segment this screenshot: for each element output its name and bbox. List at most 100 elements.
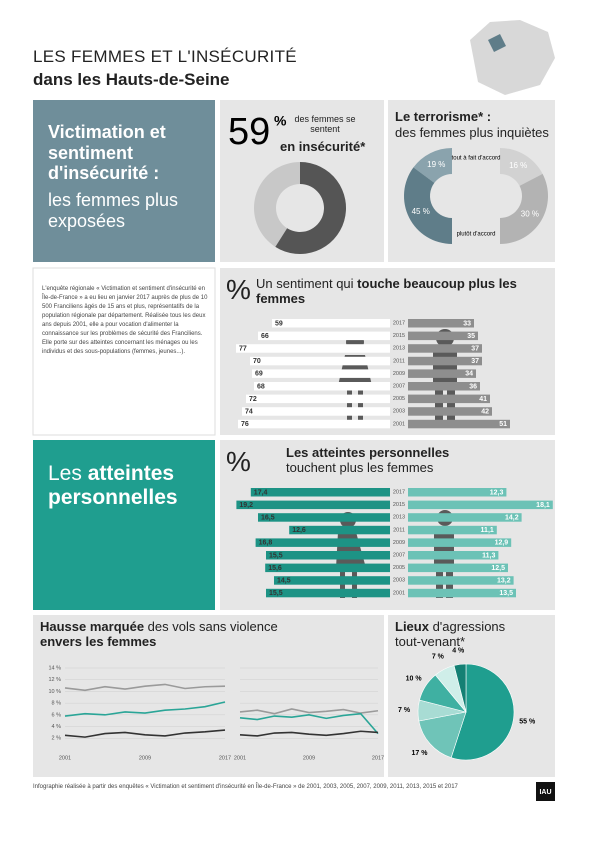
value-label: 14,2 (505, 515, 519, 522)
percent-symbol: % (226, 274, 251, 305)
bar (250, 356, 390, 366)
map-highlight (488, 34, 506, 52)
bar (408, 407, 492, 416)
panel-title-light: Un sentiment qui (256, 276, 358, 291)
value-label: 33 (463, 320, 471, 327)
bar (242, 407, 390, 416)
value-label: 15,5 (269, 552, 283, 559)
panel-subtitle: touchent plus les femmes (286, 460, 434, 475)
bar (255, 538, 390, 547)
value-label: 14,5 (277, 578, 291, 585)
panel-title: tout-venant* (395, 634, 466, 649)
x-tick-label: 2009 (303, 755, 315, 761)
value-label: 15,6 (268, 565, 282, 572)
year-label: 2009 (393, 540, 405, 546)
bar (408, 538, 512, 547)
value-label: 66 (261, 333, 269, 340)
pie-slice (453, 663, 467, 713)
bar (254, 382, 390, 391)
year-label: 2009 (393, 371, 405, 377)
value-label: 11,1 (481, 527, 494, 534)
year-label: 2005 (393, 396, 405, 402)
bar (238, 419, 390, 429)
year-label: 2007 (393, 552, 405, 558)
value-label: 72 (249, 396, 257, 403)
panel-title-bold: touche beaucoup plus les femmes (256, 276, 517, 306)
bar (408, 369, 476, 378)
bar (408, 576, 514, 585)
year-label: 2003 (393, 578, 405, 584)
value-label: 7 % (432, 654, 445, 661)
bar (408, 551, 499, 560)
title: LES FEMMES ET L'INSÉCURITÉ (33, 47, 297, 66)
y-tick-label: 8 % (52, 701, 62, 707)
value-label: 16,8 (259, 540, 273, 547)
y-tick-label: 10 % (48, 689, 61, 695)
value-label: 35 (467, 333, 475, 340)
panel-title: Les atteintes personnelles (286, 445, 450, 460)
value-label: 37 (471, 358, 479, 365)
value-label: 42 (481, 409, 489, 416)
panel-title: Le terrorisme* : (395, 109, 492, 124)
pie-slice (450, 663, 515, 761)
bar (408, 394, 490, 404)
bar (408, 419, 510, 429)
bar (266, 551, 390, 560)
stat-text-bold: en insécurité* (280, 139, 366, 154)
value-label: 77 (239, 346, 247, 353)
bar (408, 319, 474, 328)
subtitle: dans les Hauts-de-Seine (33, 70, 230, 89)
bar (252, 369, 390, 378)
value-label: 4 % (452, 647, 465, 654)
value-label: 74 (245, 409, 253, 416)
y-tick-label: 2 % (52, 736, 62, 742)
panel-subtitle: des femmes plus inquiètes (395, 125, 549, 140)
bar (408, 500, 553, 510)
value-label: 34 (465, 371, 473, 378)
value-label: 13,5 (499, 590, 513, 597)
panel-title: envers les femmes (40, 634, 157, 649)
section-title-bold: atteintes personnelles (48, 462, 178, 510)
stat-value: 59 (228, 111, 270, 153)
stat-text: des femmes se sentent (294, 114, 356, 135)
x-tick-label: 2017 (219, 755, 231, 761)
bar (408, 331, 478, 341)
donut-segment (413, 148, 452, 183)
value-label: 69 (255, 371, 263, 378)
line (64, 729, 226, 738)
logo: IAU (539, 789, 551, 796)
intro-box (32, 267, 216, 436)
year-label: 2015 (393, 333, 405, 339)
year-label: 2011 (393, 527, 405, 533)
line (239, 730, 379, 737)
value-label: 45 % (412, 207, 430, 216)
bar (408, 344, 482, 353)
bar (266, 588, 390, 598)
panel-title-light: d'agressions (428, 619, 506, 634)
year-label: 2013 (393, 346, 405, 352)
year-label: 2013 (393, 515, 405, 521)
x-tick-label: 2001 (59, 755, 71, 761)
line (239, 708, 379, 715)
donut-segment (404, 167, 452, 244)
bar (272, 319, 390, 328)
section-title: Les atteintes personnelles (48, 462, 208, 510)
year-label: 2003 (393, 409, 405, 415)
stat-unit: % (274, 113, 287, 129)
panel-title-bold: Lieux (395, 619, 429, 634)
value-label: 12,6 (292, 527, 306, 534)
x-tick-label: 2009 (139, 755, 151, 761)
bar (246, 394, 390, 404)
category-label: plutôt d'accord (457, 232, 496, 238)
bar (258, 513, 390, 522)
bar (274, 576, 390, 585)
line (64, 683, 226, 692)
year-label: 2007 (393, 383, 405, 389)
value-label: 17 % (412, 750, 429, 757)
value-label: 7 % (398, 707, 411, 714)
value-label: 41 (479, 396, 487, 403)
y-tick-label: 6 % (52, 712, 62, 718)
